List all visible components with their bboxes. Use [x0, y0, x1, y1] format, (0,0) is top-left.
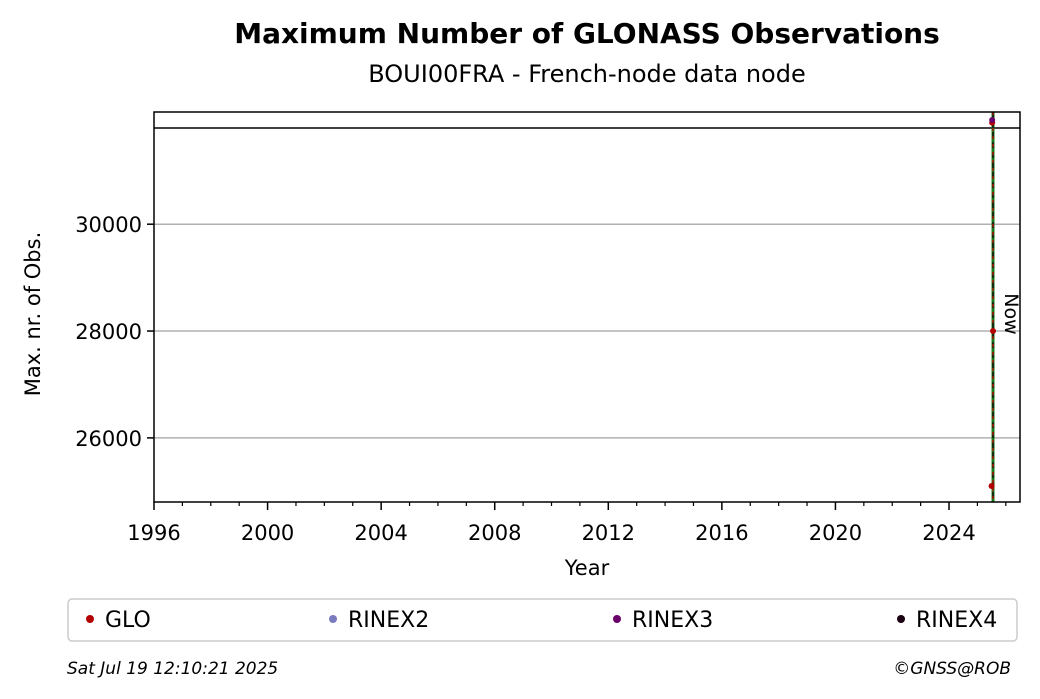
x-tick-label: 2024 [922, 521, 975, 545]
x-tick-label: 1996 [127, 521, 180, 545]
x-tick-label: 2004 [354, 521, 407, 545]
x-tick-label: 2000 [241, 521, 294, 545]
x-tick-label: 2016 [695, 521, 748, 545]
y-axis: 26000 28000 30000 [75, 213, 154, 451]
y-tick-label: 26000 [75, 427, 142, 451]
legend-label: RINEX4 [916, 608, 997, 633]
chart-subtitle: BOUI00FRA - French-node data node [368, 60, 806, 88]
x-tick-label: 2012 [582, 521, 635, 545]
x-axis-label: Year [564, 556, 610, 580]
legend-label: GLO [105, 608, 151, 633]
data-point [989, 117, 996, 124]
data-point [990, 328, 997, 335]
y-tick-label: 28000 [75, 320, 142, 344]
chart-title: Maximum Number of GLONASS Observations [234, 17, 940, 50]
y-tick-label: 30000 [75, 213, 142, 237]
plot-frame [153, 111, 1021, 503]
x-axis: 1996 2000 2004 2008 2012 2016 2020 2024 [127, 502, 1007, 545]
x-tick-label: 2020 [809, 521, 862, 545]
plot-area: Now [154, 112, 1022, 502]
legend-frame [67, 598, 1018, 642]
legend: GLO RINEX2 RINEX3 RINEX4 [67, 598, 1018, 642]
legend-label: RINEX3 [632, 608, 713, 633]
legend-marker [86, 615, 94, 623]
y-axis-label: Max. nr. of Obs. [21, 232, 45, 397]
footer-timestamp: Sat Jul 19 12:10:21 2025 [67, 659, 278, 679]
legend-marker [613, 615, 621, 623]
now-label: Now [1000, 293, 1022, 334]
legend-marker [897, 615, 905, 623]
x-tick-label: 2008 [468, 521, 521, 545]
legend-label: RINEX2 [348, 608, 429, 633]
data-point [988, 482, 995, 489]
footer-copyright: ©GNSS@ROB [893, 659, 1011, 679]
grid [154, 223, 1020, 439]
legend-marker [329, 615, 337, 623]
